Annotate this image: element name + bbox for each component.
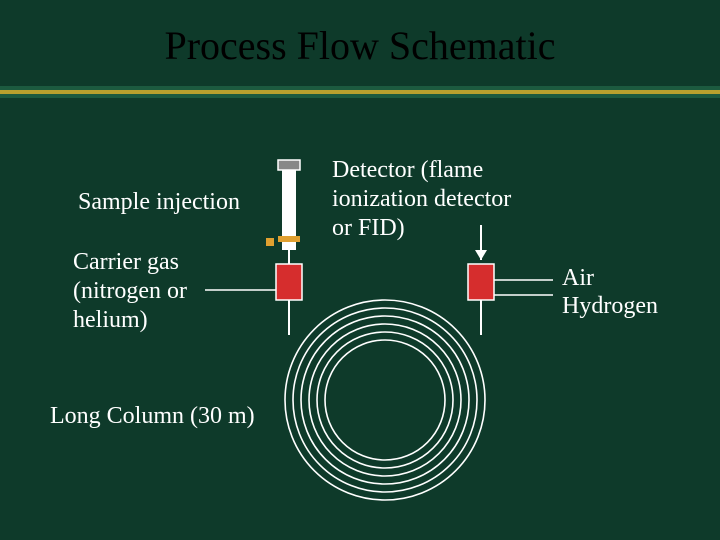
coil-ring: [317, 332, 453, 468]
slide: Process Flow Schematic Sample injection …: [0, 0, 720, 540]
coil-ring: [285, 300, 485, 500]
coil-ring: [325, 340, 445, 460]
carrier-gas-port: [266, 238, 274, 246]
coil-ring: [293, 308, 477, 492]
syringe-plunger-top: [278, 160, 300, 170]
coil-ring: [301, 316, 469, 484]
syringe-plunger-collar: [278, 236, 300, 242]
detector-block: [468, 264, 494, 300]
schematic-svg: [0, 0, 720, 540]
coil-ring: [309, 324, 461, 476]
injector-block: [276, 264, 302, 300]
detector-arrow-head: [475, 250, 487, 260]
